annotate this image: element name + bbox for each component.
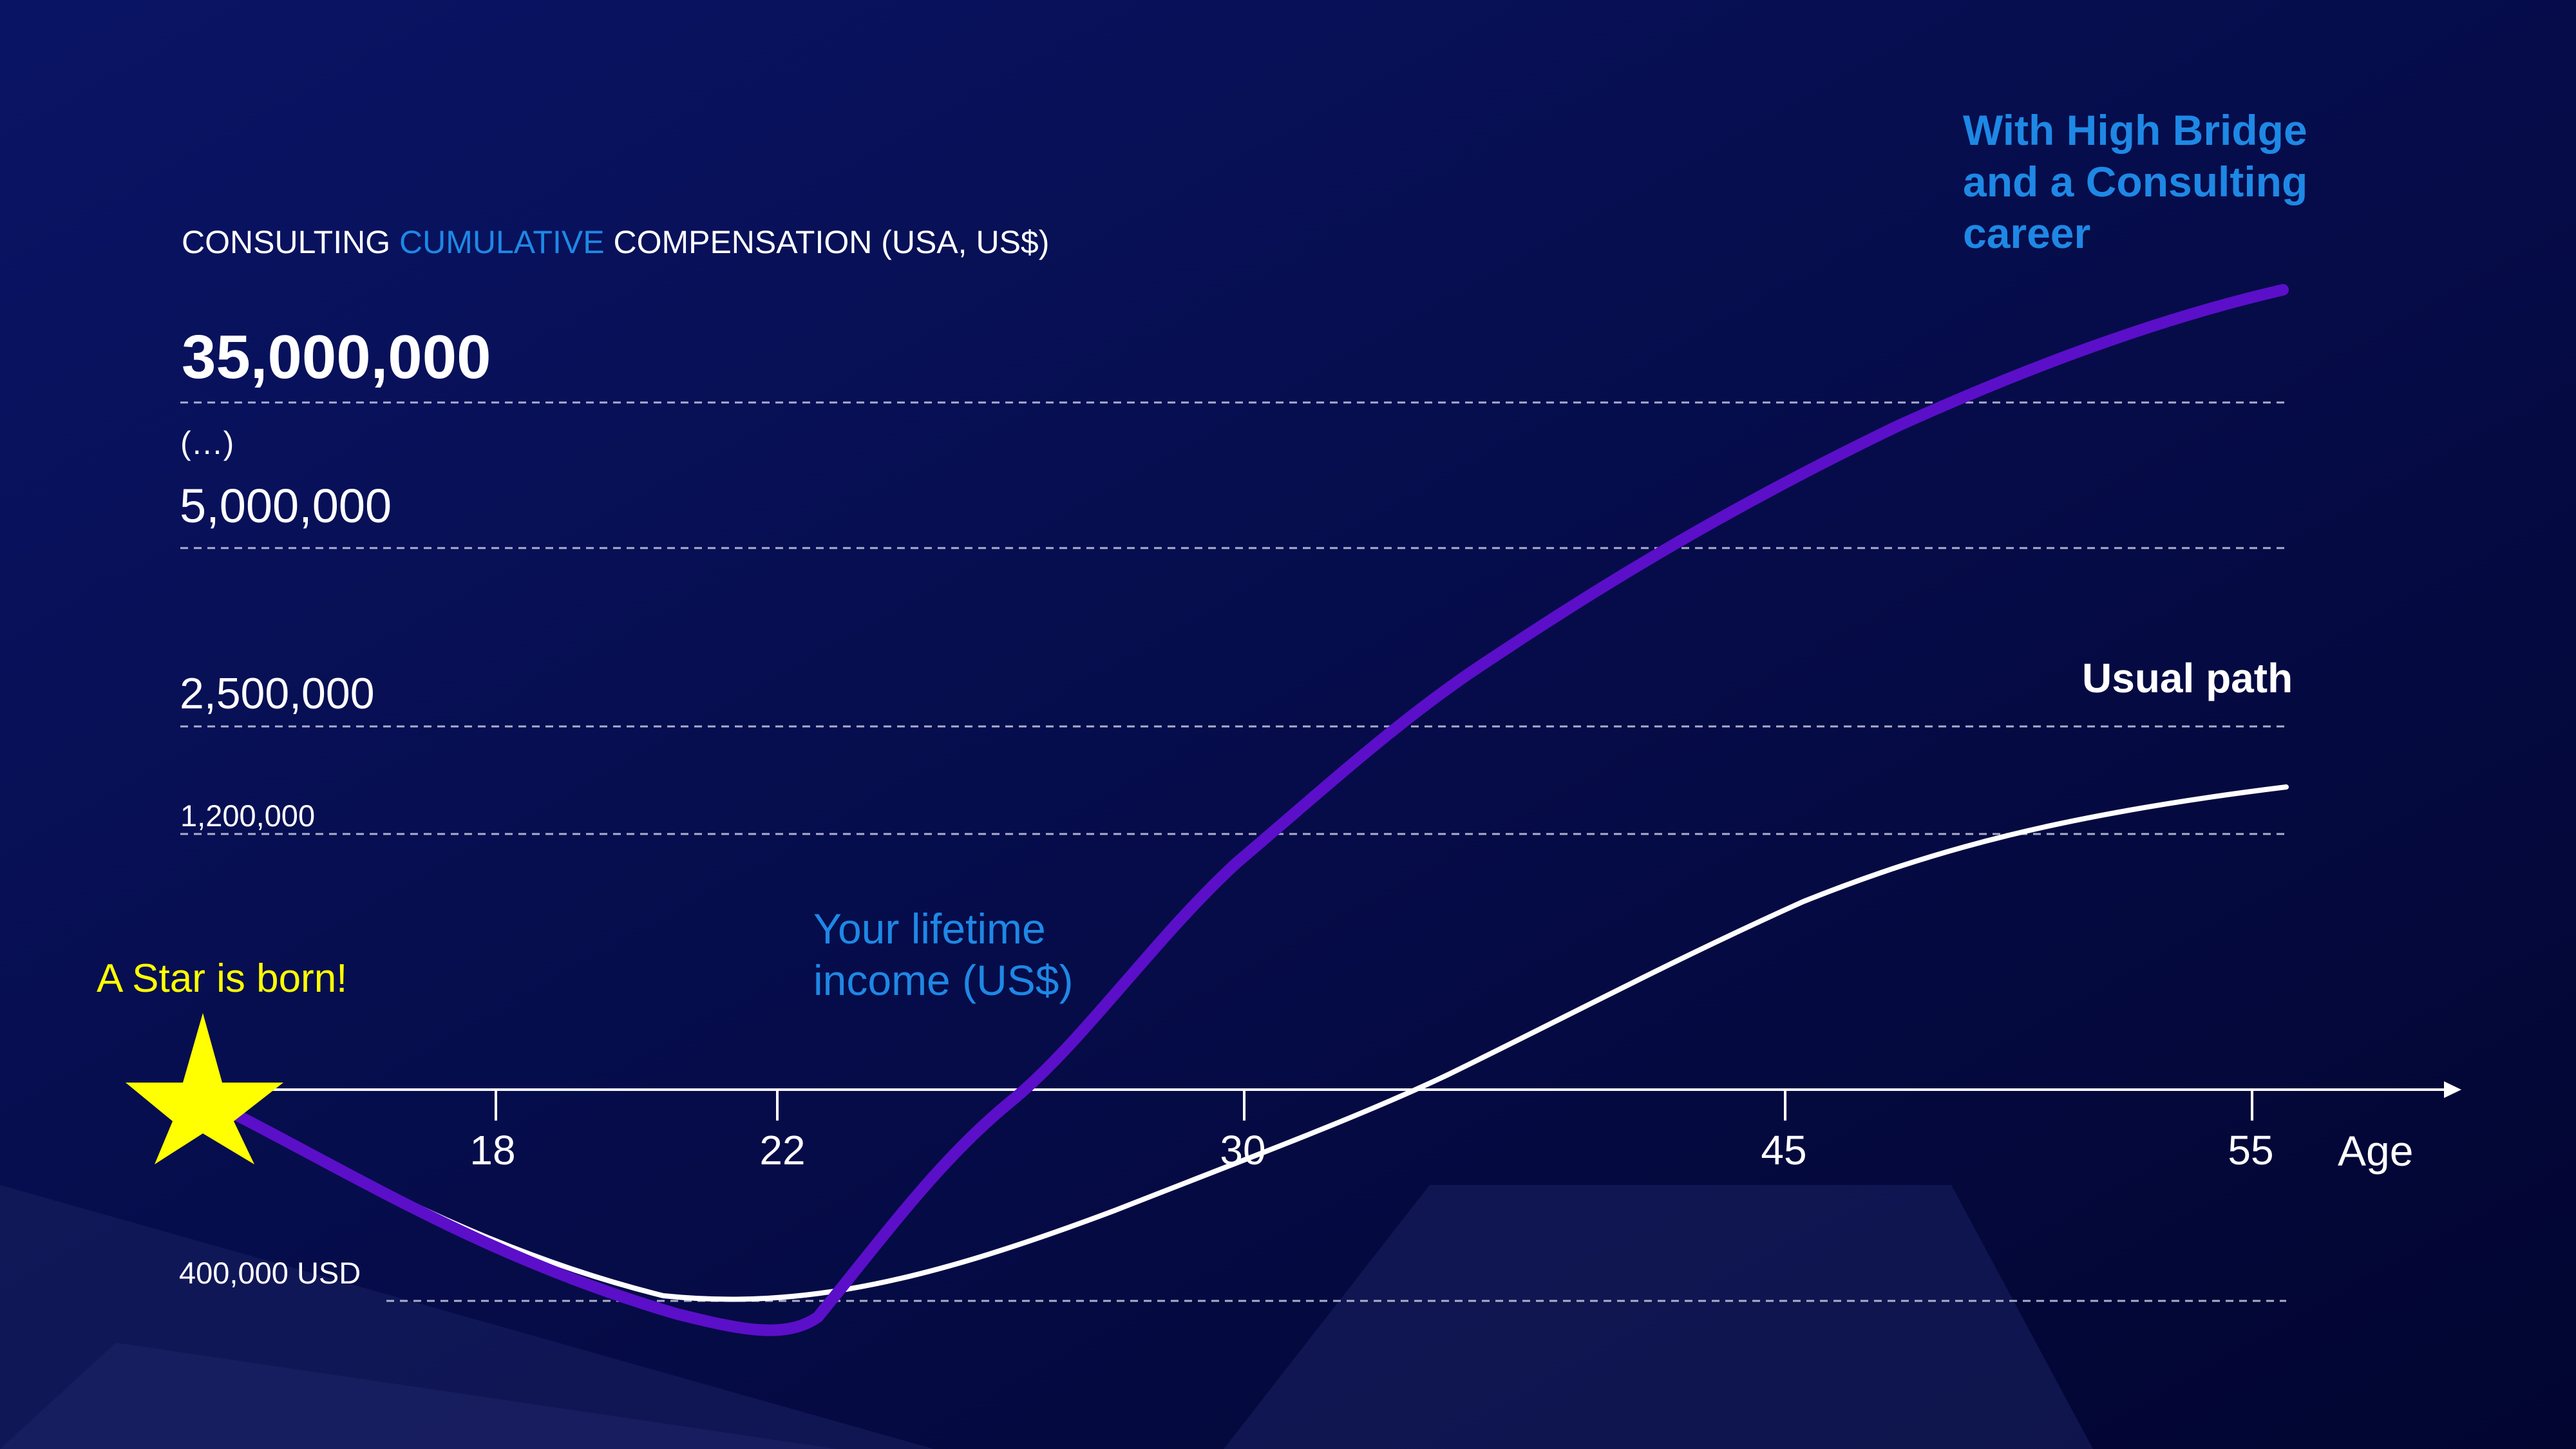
x-axis-arrow <box>2444 1081 2461 1098</box>
series-line-usual-path <box>226 784 2289 1302</box>
y-tick-label: 2,500,000 <box>180 669 375 718</box>
series-line-high-bridge <box>223 284 2289 1336</box>
lifetime-label: Your lifetime income (US$) <box>813 905 1073 1004</box>
lifetime-label-line: Your lifetime <box>813 905 1046 952</box>
high-bridge-label-line: career <box>1963 209 2090 257</box>
lifetime-label-line: income (US$) <box>813 956 1073 1004</box>
x-tick-label: 45 <box>1761 1127 1806 1173</box>
y-tick-label: 5,000,000 <box>180 479 392 533</box>
bg-mountain-right <box>1224 1185 2093 1449</box>
chart-title: CONSULTING CUMULATIVE COMPENSATION (USA,… <box>182 224 1049 260</box>
y-tick-label: (…) <box>180 425 234 461</box>
x-tick-label: 22 <box>759 1127 805 1173</box>
bg-mountain-mid <box>0 1343 837 1449</box>
y-tick-label: 35,000,000 <box>182 323 491 392</box>
title-highlight: CUMULATIVE <box>399 224 605 260</box>
high-bridge-label: With High Bridge and a Consulting career <box>1963 106 2320 257</box>
star-icon <box>126 1013 283 1164</box>
star-label: A Star is born! <box>97 956 347 1001</box>
x-axis-label: Age <box>2338 1127 2413 1175</box>
high-bridge-label-line: and a Consulting <box>1963 158 2307 205</box>
y-tick-label: 1,200,000 <box>180 799 315 833</box>
x-ticks <box>495 1090 2253 1121</box>
x-tick-label: 55 <box>2228 1127 2273 1173</box>
x-tick-label: 18 <box>469 1127 515 1173</box>
high-bridge-label-line: With High Bridge <box>1963 106 2307 154</box>
title-prefix: CONSULTING <box>182 224 399 260</box>
y-tick-label: 400,000 USD <box>179 1256 361 1290</box>
title-suffix: COMPENSATION (USA, US$) <box>605 224 1050 260</box>
usual-path-label: Usual path <box>2082 655 2293 701</box>
